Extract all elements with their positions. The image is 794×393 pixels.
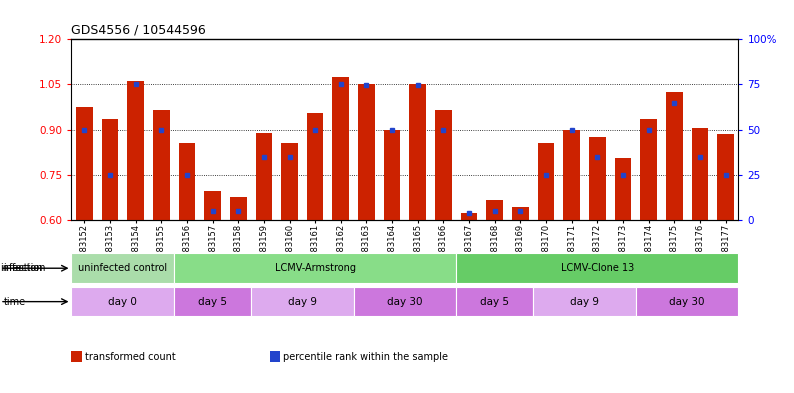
Bar xyxy=(564,130,580,220)
Bar xyxy=(281,143,298,220)
Bar xyxy=(102,119,118,220)
Bar xyxy=(384,130,400,220)
Bar xyxy=(457,253,738,283)
Bar xyxy=(76,107,93,220)
Bar xyxy=(306,113,323,220)
Bar xyxy=(71,253,174,283)
Text: day 9: day 9 xyxy=(570,297,599,307)
Text: day 5: day 5 xyxy=(480,297,509,307)
Text: day 9: day 9 xyxy=(288,297,317,307)
Bar xyxy=(174,253,457,283)
Text: day 5: day 5 xyxy=(198,297,227,307)
Bar xyxy=(71,287,174,316)
Text: uninfected control: uninfected control xyxy=(78,263,168,273)
Bar xyxy=(534,287,636,316)
Bar xyxy=(353,287,457,316)
Bar xyxy=(640,119,657,220)
Bar xyxy=(204,191,221,220)
Text: transformed count: transformed count xyxy=(85,352,175,362)
Bar xyxy=(717,134,734,220)
Bar xyxy=(666,92,683,220)
Bar xyxy=(127,81,144,220)
Text: day 30: day 30 xyxy=(669,297,705,307)
Text: day 30: day 30 xyxy=(387,297,422,307)
Text: LCMV-Armstrong: LCMV-Armstrong xyxy=(275,263,356,273)
Bar xyxy=(251,287,353,316)
Bar xyxy=(153,110,170,220)
Text: day 0: day 0 xyxy=(108,297,137,307)
Bar xyxy=(589,137,606,220)
Bar xyxy=(692,128,708,220)
Bar xyxy=(457,287,534,316)
Bar xyxy=(615,158,631,220)
Bar xyxy=(174,287,251,316)
Bar xyxy=(512,207,529,220)
Bar xyxy=(333,77,349,220)
Bar xyxy=(358,84,375,220)
Text: percentile rank within the sample: percentile rank within the sample xyxy=(283,352,449,362)
Text: infection: infection xyxy=(3,263,46,273)
Bar xyxy=(487,200,503,220)
Text: infection: infection xyxy=(0,263,43,273)
Text: LCMV-Clone 13: LCMV-Clone 13 xyxy=(561,263,634,273)
Bar xyxy=(230,197,246,220)
Bar xyxy=(410,84,426,220)
Bar xyxy=(179,143,195,220)
Bar xyxy=(256,133,272,220)
Bar xyxy=(435,110,452,220)
Text: GDS4556 / 10544596: GDS4556 / 10544596 xyxy=(71,24,206,37)
Bar xyxy=(461,213,477,220)
Text: time: time xyxy=(3,297,25,307)
Bar xyxy=(636,287,738,316)
Bar xyxy=(538,143,554,220)
